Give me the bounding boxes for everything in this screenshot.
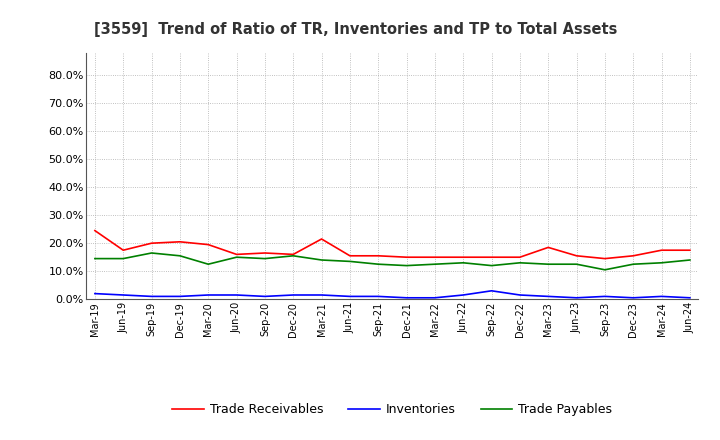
Trade Receivables xyxy=(685,248,694,253)
Line: Trade Payables: Trade Payables xyxy=(95,253,690,270)
Inventories xyxy=(204,292,212,297)
Trade Payables xyxy=(487,263,496,268)
Inventories xyxy=(402,295,411,301)
Trade Payables xyxy=(346,259,354,264)
Trade Receivables xyxy=(657,248,666,253)
Trade Receivables xyxy=(176,239,184,245)
Trade Payables xyxy=(148,250,156,256)
Trade Payables xyxy=(685,257,694,263)
Trade Payables xyxy=(459,260,467,265)
Inventories xyxy=(91,291,99,296)
Legend: Trade Receivables, Inventories, Trade Payables: Trade Receivables, Inventories, Trade Pa… xyxy=(168,398,617,421)
Trade Payables xyxy=(374,261,382,267)
Trade Payables xyxy=(204,261,212,267)
Trade Payables xyxy=(600,267,609,272)
Inventories xyxy=(148,294,156,299)
Trade Payables xyxy=(261,256,269,261)
Inventories xyxy=(431,295,439,301)
Trade Receivables xyxy=(572,253,581,258)
Inventories xyxy=(572,295,581,301)
Trade Payables xyxy=(176,253,184,258)
Inventories xyxy=(629,295,637,301)
Trade Receivables xyxy=(402,255,411,260)
Trade Payables xyxy=(657,260,666,265)
Trade Payables xyxy=(572,261,581,267)
Inventories xyxy=(346,294,354,299)
Inventories xyxy=(318,292,326,297)
Inventories xyxy=(261,294,269,299)
Inventories xyxy=(289,292,297,297)
Trade Receivables xyxy=(629,253,637,258)
Trade Payables xyxy=(318,257,326,263)
Trade Receivables xyxy=(516,255,524,260)
Inventories xyxy=(544,294,552,299)
Trade Payables xyxy=(402,263,411,268)
Inventories xyxy=(685,295,694,301)
Trade Receivables xyxy=(119,248,127,253)
Inventories xyxy=(233,292,241,297)
Trade Payables xyxy=(289,253,297,258)
Inventories xyxy=(374,294,382,299)
Text: [3559]  Trend of Ratio of TR, Inventories and TP to Total Assets: [3559] Trend of Ratio of TR, Inventories… xyxy=(94,22,617,37)
Trade Payables xyxy=(629,261,637,267)
Trade Receivables xyxy=(346,253,354,258)
Trade Payables xyxy=(431,261,439,267)
Trade Payables xyxy=(233,255,241,260)
Trade Receivables xyxy=(233,252,241,257)
Trade Receivables xyxy=(318,236,326,242)
Inventories xyxy=(176,294,184,299)
Trade Receivables xyxy=(600,256,609,261)
Line: Trade Receivables: Trade Receivables xyxy=(95,231,690,259)
Inventories xyxy=(459,292,467,297)
Trade Payables xyxy=(91,256,99,261)
Inventories xyxy=(119,292,127,297)
Trade Receivables xyxy=(374,253,382,258)
Trade Receivables xyxy=(261,250,269,256)
Trade Payables xyxy=(544,261,552,267)
Trade Payables xyxy=(516,260,524,265)
Inventories xyxy=(516,292,524,297)
Trade Receivables xyxy=(544,245,552,250)
Inventories xyxy=(600,294,609,299)
Inventories xyxy=(487,288,496,293)
Line: Inventories: Inventories xyxy=(95,291,690,298)
Trade Receivables xyxy=(289,252,297,257)
Trade Receivables xyxy=(148,241,156,246)
Trade Receivables xyxy=(91,228,99,233)
Trade Receivables xyxy=(487,255,496,260)
Trade Receivables xyxy=(459,255,467,260)
Trade Payables xyxy=(119,256,127,261)
Trade Receivables xyxy=(431,255,439,260)
Trade Receivables xyxy=(204,242,212,247)
Inventories xyxy=(657,294,666,299)
